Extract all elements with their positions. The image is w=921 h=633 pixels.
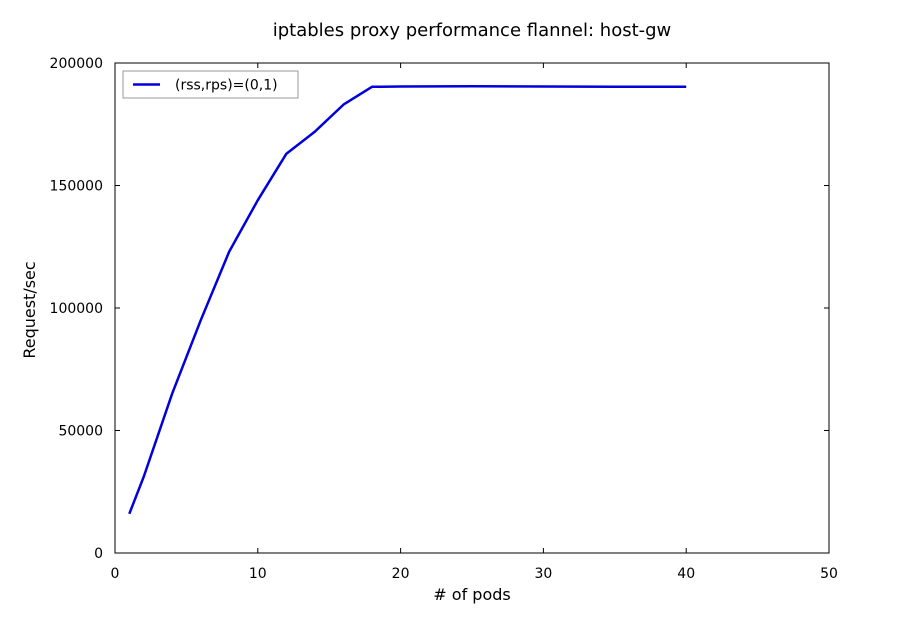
plot-frame [114,62,830,554]
chart-title: iptables proxy performance flannel: host… [273,20,672,41]
y-axis-ticks: 0 50000 100000 150000 200000 [50,56,829,562]
y-tick-label: 150000 [50,179,103,195]
x-axis-ticks: 0 10 20 30 40 50 [111,63,838,582]
series-line [128,85,687,515]
x-tick-label: 0 [111,566,120,582]
y-tick-label: 100000 [50,301,103,317]
series-layer [128,85,687,515]
x-axis-label: # of pods [433,585,510,604]
y-tick-label: 200000 [50,56,103,72]
x-tick-label: 50 [820,566,838,582]
x-tick-label: 10 [249,566,267,582]
y-tick-label: 50000 [58,424,103,440]
legend: (rss,rps)=(0,1) [122,70,299,99]
x-tick-label: 20 [392,566,410,582]
legend-label: (rss,rps)=(0,1) [175,78,278,94]
x-tick-label: 30 [534,566,552,582]
y-tick-label: 0 [94,546,103,562]
y-axis-label: Request/sec [20,261,39,358]
x-tick-label: 40 [677,566,695,582]
